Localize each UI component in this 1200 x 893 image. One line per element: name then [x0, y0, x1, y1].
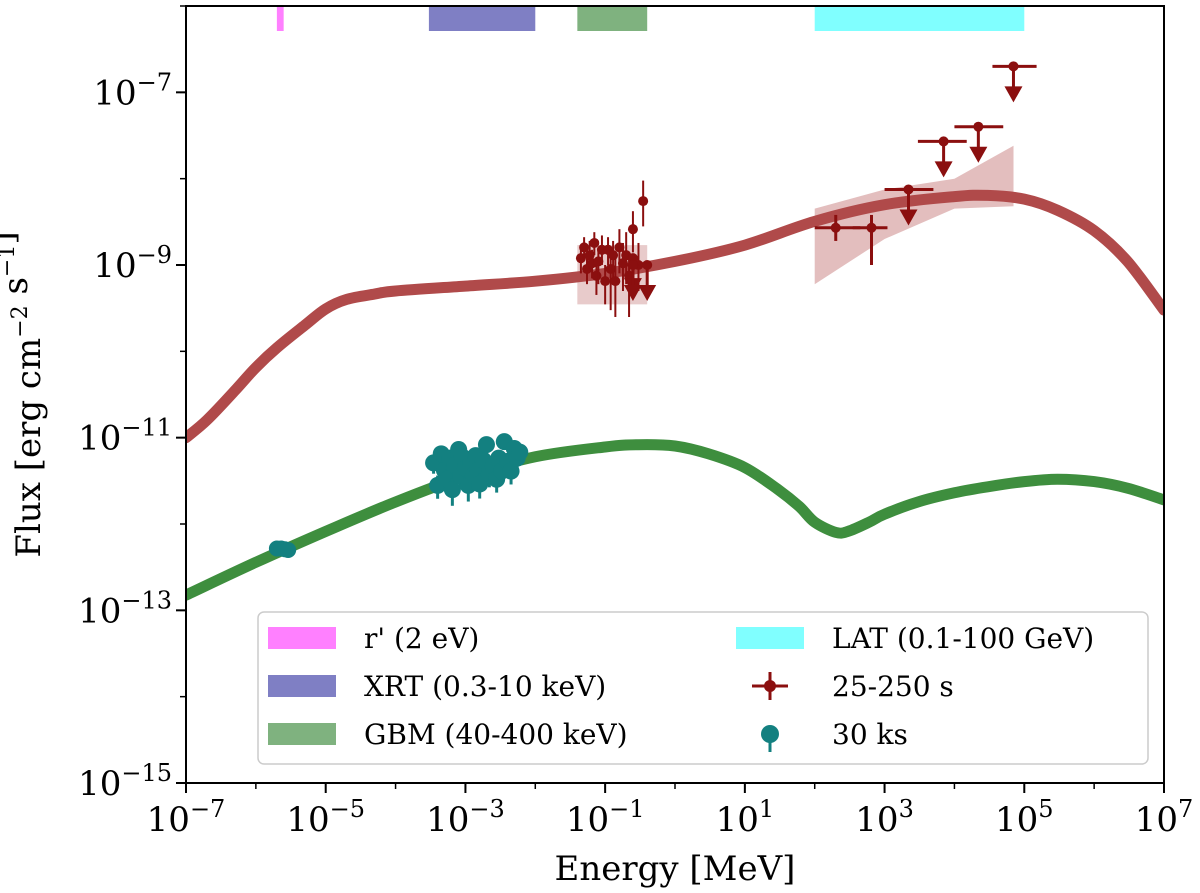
y-tick-label-4: 10−7	[93, 68, 172, 113]
gbm-point-1	[579, 237, 590, 259]
gbm-point-6-marker	[591, 270, 602, 281]
y-axis-label: Flux [erg cm−2 s−1]	[0, 231, 49, 557]
axis-labels: Energy [MeV] Flux [erg cm−2 s−1]	[0, 231, 795, 889]
xray-point-30-marker	[511, 443, 529, 461]
upper-limit-5-marker	[973, 121, 984, 132]
gbm-point-7-marker	[593, 256, 604, 267]
optical-point-3	[280, 541, 297, 558]
gbm-point-20-marker	[638, 196, 649, 207]
legend-swatch-0	[268, 627, 336, 649]
legend-item-2: XRT (0.3-10 keV)	[268, 670, 606, 703]
band-1	[428, 6, 536, 31]
upper-limit-1-marker	[627, 260, 638, 270]
xray-point-30	[511, 443, 529, 461]
legend-label-1: LAT (0.1-100 GeV)	[832, 622, 1094, 655]
legend-item-0: r' (2 eV)	[268, 622, 479, 655]
upper-limit-2	[638, 260, 657, 301]
model-curves	[186, 189, 1164, 601]
xray-point-27-marker	[502, 462, 520, 480]
gbm-point-13-marker	[610, 276, 621, 287]
gbm-point-11-marker	[605, 263, 616, 274]
upper-limit-6-marker	[1008, 61, 1019, 72]
legend-label-2: XRT (0.3-10 keV)	[364, 670, 606, 703]
x-tick-label-5: 103	[855, 795, 914, 840]
upper-limit-6-head	[1004, 86, 1023, 103]
gbm-point-9	[600, 265, 611, 305]
xray-point-6	[443, 478, 461, 506]
legend-label-4: GBM (40-400 keV)	[364, 718, 628, 751]
upper-limit-4-head	[934, 161, 953, 178]
gbm-point-12	[608, 240, 619, 279]
gbm-point-5	[589, 232, 600, 256]
gbm-point-14-marker	[614, 242, 625, 253]
y-tick-label-0: 10−15	[78, 759, 172, 804]
legend-swatch-5-marker	[761, 725, 779, 743]
gbm-point-20	[638, 180, 649, 227]
x-axis-label: Energy [MeV]	[555, 849, 796, 889]
band-0	[276, 6, 284, 31]
gbm-point-1-marker	[579, 242, 590, 253]
data-points	[268, 61, 1037, 558]
y-tick-label-3: 10−9	[93, 241, 172, 286]
upper-limit-3	[884, 184, 934, 226]
legend-label-3: 25-250 s	[832, 670, 954, 703]
upper-limit-4-marker	[938, 136, 949, 147]
gbm-point-7	[593, 247, 604, 285]
legend: r' (2 eV) LAT (0.1-100 GeV) XRT (0.3-10 ke…	[257, 611, 1149, 765]
upper-limit-5-head	[969, 146, 988, 163]
x-tick-label-1: 10−5	[286, 795, 365, 840]
gbm-point-5-marker	[589, 237, 600, 248]
upper-limit-2-marker	[642, 260, 653, 270]
upper-limit-3-marker	[903, 184, 914, 195]
upper-limit-6	[992, 61, 1037, 103]
upper-limit-3-head	[899, 209, 918, 226]
model-curve-1	[186, 439, 1164, 601]
legend-box	[257, 611, 1149, 765]
lat-point-0-marker	[830, 222, 841, 233]
x-tick-label-2: 10−3	[426, 795, 505, 840]
legend-swatch-4	[268, 723, 336, 745]
legend-swatch-1	[736, 627, 804, 649]
upper-limit-5	[954, 121, 1004, 163]
y-tick-label-1: 10−13	[78, 586, 172, 631]
legend-item-3: 25-250 s	[752, 670, 954, 703]
axes: 10−7 10−5 10−3 10−1 101 103 105 107 10−15 10−13 10…	[78, 5, 1194, 840]
upper-limit-4	[917, 136, 967, 178]
x-tick-label-0: 10−7	[147, 795, 226, 840]
legend-swatch-2	[268, 675, 336, 697]
gbm-point-12-marker	[608, 250, 619, 261]
x-tick-label-6: 105	[995, 795, 1054, 840]
x-tick-label-4: 101	[716, 795, 775, 840]
upper-limit-1	[623, 260, 642, 301]
upper-limit-2-head	[638, 285, 657, 301]
x-tick-label-3: 10−1	[566, 795, 645, 840]
model-curve-0	[186, 189, 1164, 444]
lat-point-1-marker	[866, 222, 877, 233]
band-2	[577, 6, 648, 31]
gbm-point-9-marker	[600, 276, 611, 287]
xray-point-19-marker	[477, 436, 495, 454]
gbm-point-18	[627, 211, 638, 253]
legend-item-5: 30 ks	[761, 718, 908, 752]
lat-point-1	[852, 214, 888, 265]
legend-item-4: GBM (40-400 keV)	[268, 718, 628, 751]
legend-item-1: LAT (0.1-100 GeV)	[736, 622, 1094, 655]
xray-point-6-marker	[443, 481, 461, 499]
legend-swatch-3-marker	[764, 680, 776, 692]
xray-point-27	[502, 461, 520, 485]
gbm-point-13	[610, 258, 621, 317]
gbm-point-18-marker	[627, 224, 638, 235]
upper-limit-1-head	[623, 285, 642, 301]
band-3	[814, 6, 1025, 31]
instrument-bands	[276, 6, 1025, 31]
x-tick-label-7: 107	[1135, 795, 1194, 840]
legend-label-5: 30 ks	[832, 718, 908, 751]
upper-limit-0-marker	[627, 253, 638, 264]
legend-label-0: r' (2 eV)	[364, 622, 479, 655]
y-tick-label-2: 10−11	[78, 414, 172, 459]
xray-point-19	[477, 436, 495, 454]
